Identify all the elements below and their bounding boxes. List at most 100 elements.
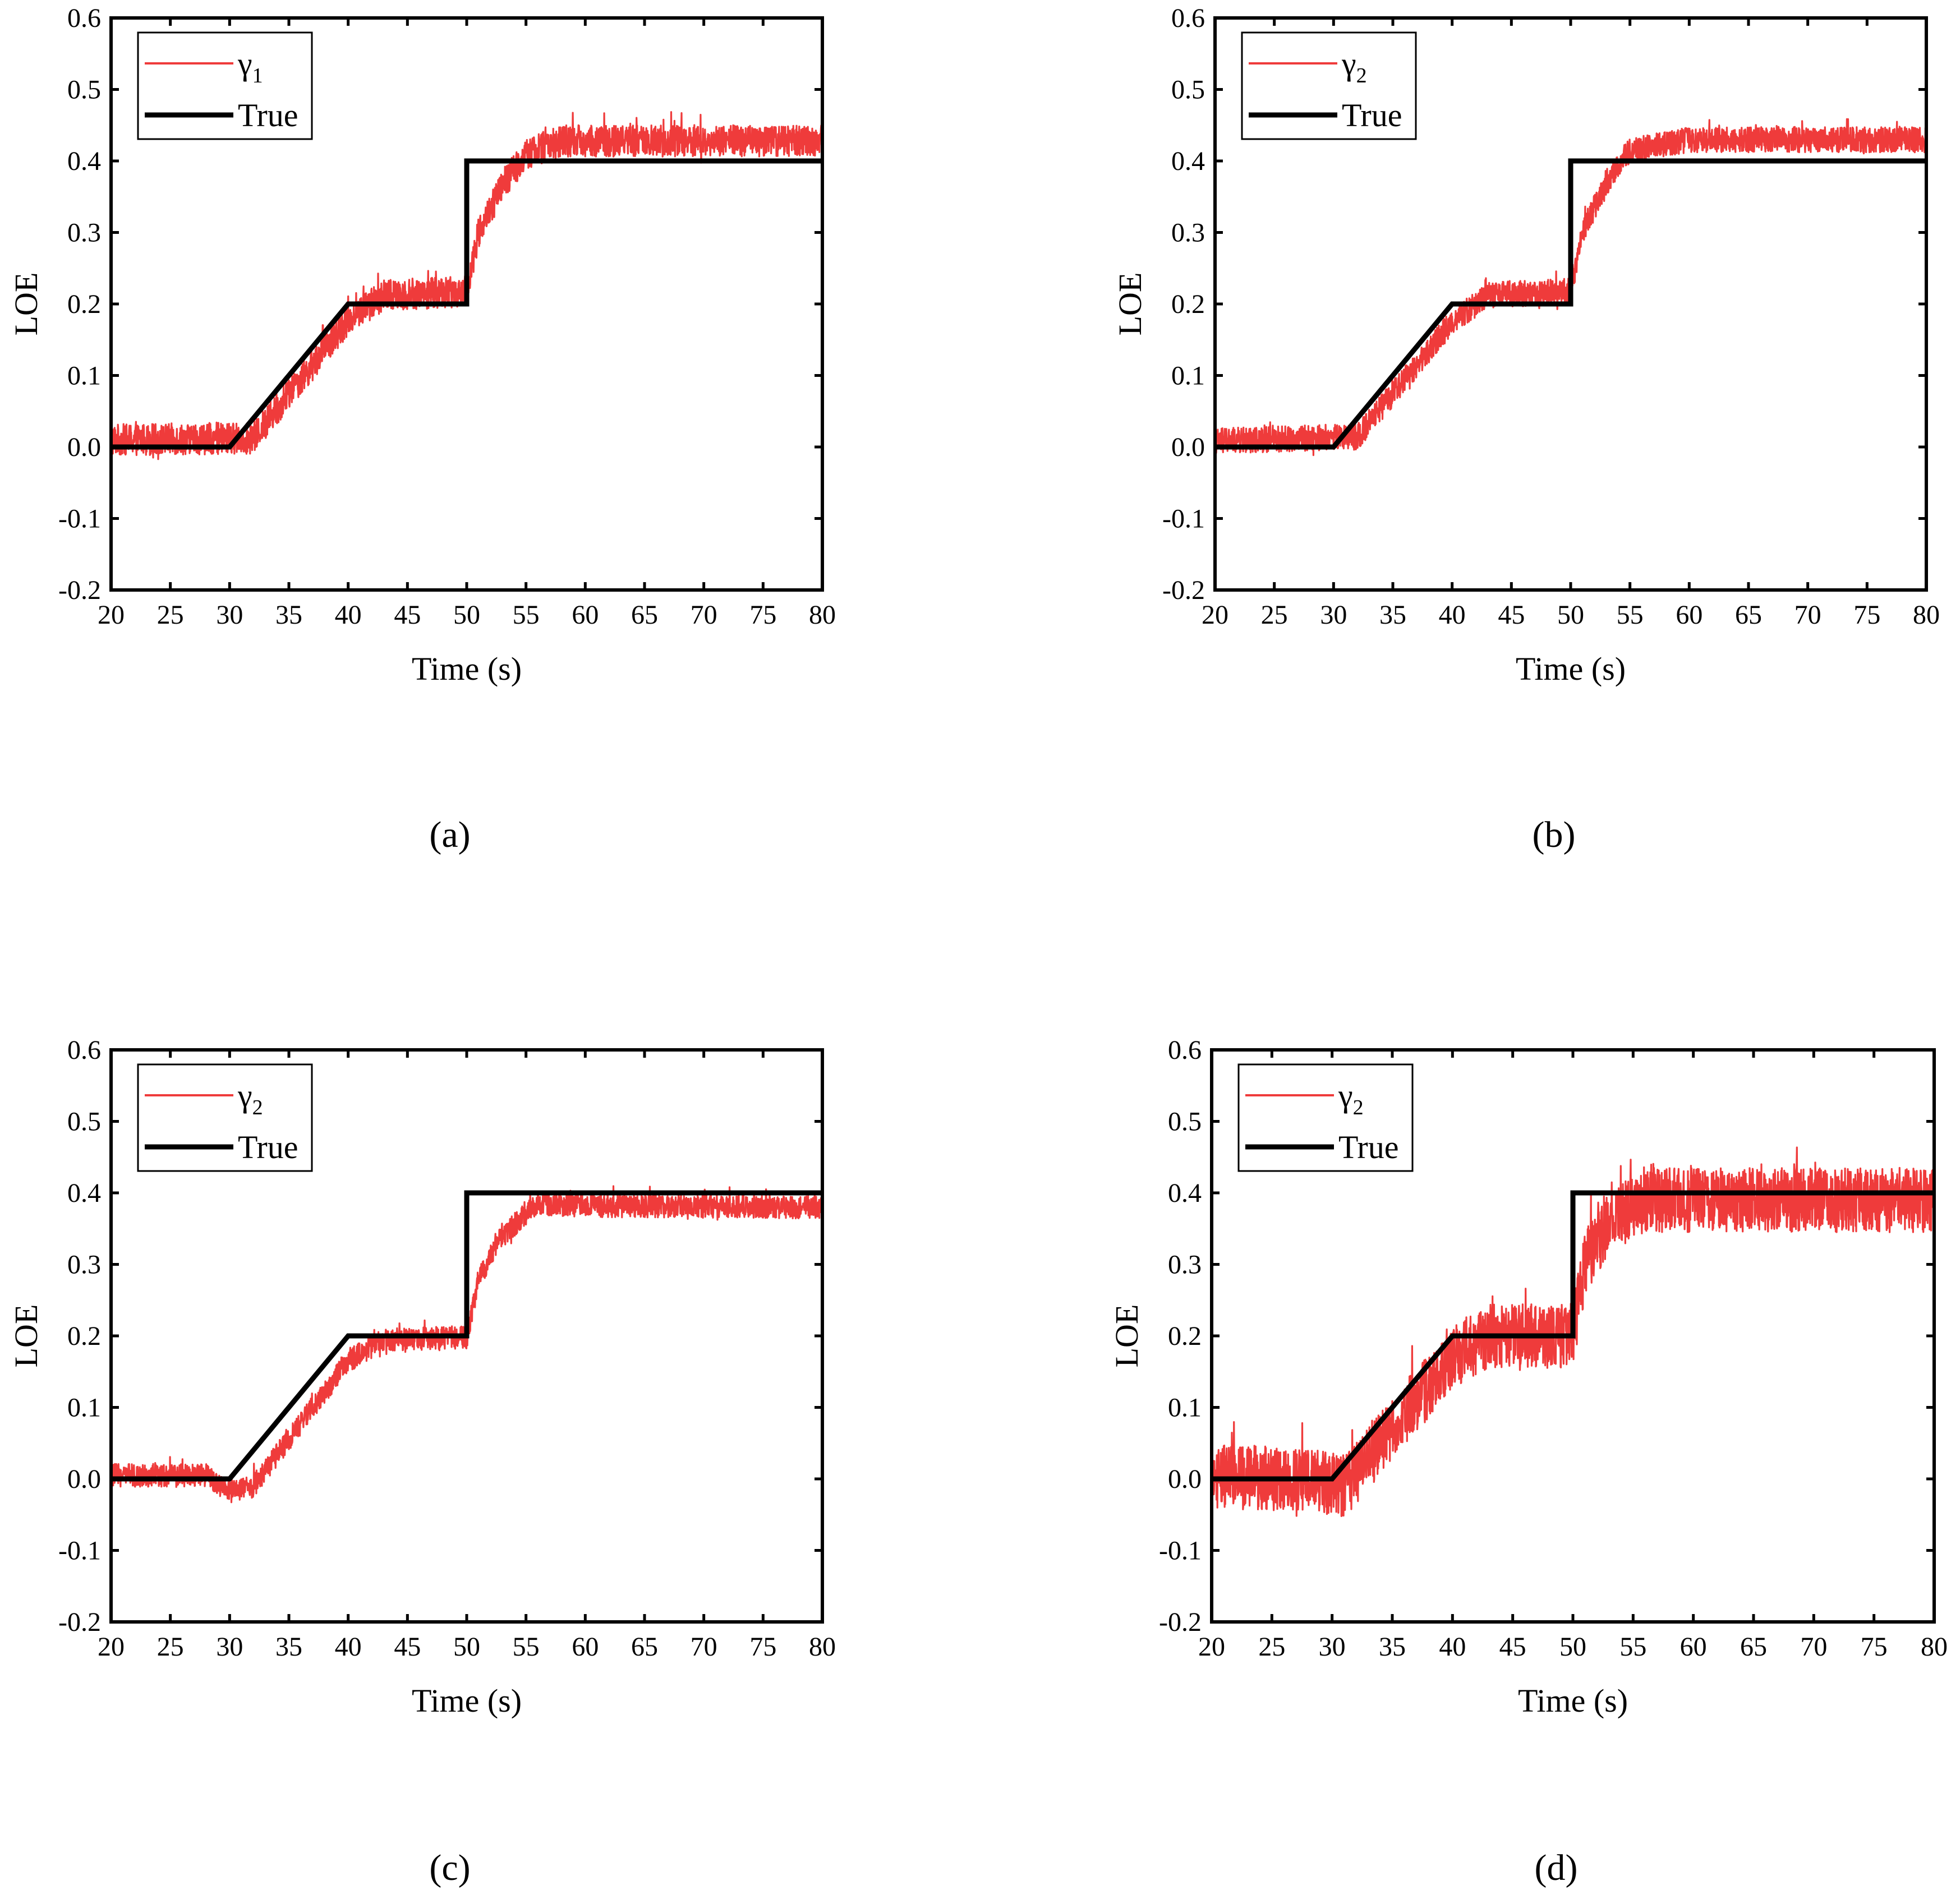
y-axis-label: LOE: [1108, 1304, 1145, 1368]
y-tick-label: -0.2: [1159, 1607, 1202, 1637]
y-tick-label: 0.0: [1168, 1464, 1202, 1494]
y-tick-label: 0.4: [67, 146, 101, 176]
y-tick-label: 0.2: [67, 289, 101, 319]
x-tick-label: 30: [1320, 600, 1347, 630]
y-axis-label: LOE: [8, 1304, 44, 1368]
y-tick-label: 0.1: [67, 1393, 101, 1423]
x-tick-label: 80: [1913, 600, 1940, 630]
x-tick-label: 70: [1794, 600, 1821, 630]
legend: γ2 True: [1237, 1063, 1414, 1172]
x-axis-label: Time (s): [1518, 1682, 1628, 1719]
y-tick-label: 0.6: [67, 3, 101, 33]
x-tick-label: 25: [157, 600, 184, 630]
x-tick-label: 70: [1800, 1632, 1827, 1662]
legend-label: γ2: [1338, 1077, 1364, 1119]
x-tick-label: 70: [691, 600, 717, 630]
x-axis-label: Time (s): [1516, 651, 1626, 687]
x-tick-label: 65: [631, 1632, 658, 1662]
y-tick-label: 0.5: [67, 1107, 101, 1137]
y-tick-label: 0.2: [1171, 289, 1205, 319]
x-tick-label: 45: [394, 600, 421, 630]
series-group: [111, 111, 822, 460]
y-tick-label: 0.5: [1171, 75, 1205, 105]
y-tick-label: 0.3: [67, 1250, 101, 1280]
y-tick-label: 0.6: [67, 1035, 101, 1065]
chart-panel-2: 20 25 30 35 40 45 50 55 60 65 70 75 80 -0.2 -0.1 0.0 0.1…: [1112, 3, 1940, 855]
series-group: [111, 1185, 822, 1504]
legend-box: [137, 31, 313, 140]
x-axis-label: Time (s): [412, 651, 522, 687]
series-group: [1215, 118, 1926, 457]
y-tick-label: 0.3: [1168, 1250, 1202, 1280]
y-axis-label: LOE: [8, 273, 44, 336]
x-tick-label: 65: [1740, 1632, 1767, 1662]
y-tick-label: 0.3: [1171, 218, 1205, 248]
x-tick-label: 60: [572, 1632, 599, 1662]
x-tick-label: 35: [275, 1632, 302, 1662]
x-tick-label: 40: [1439, 600, 1466, 630]
y-tick-label: -0.1: [58, 1536, 101, 1566]
x-tick-label: 25: [1258, 1632, 1285, 1662]
x-tick-label: 55: [513, 600, 540, 630]
x-tick-label: 55: [1617, 600, 1644, 630]
y-tick-label: 0.5: [1168, 1107, 1202, 1137]
x-tick-label: 40: [335, 1632, 362, 1662]
x-tick-label: 60: [1676, 600, 1702, 630]
y-tick-label: 0.1: [67, 361, 101, 391]
y-tick-label: 0.4: [1168, 1178, 1202, 1208]
x-tick-label: 65: [1735, 600, 1762, 630]
x-tick-label: 50: [453, 600, 480, 630]
x-tick-label: 60: [572, 600, 599, 630]
x-tick-label: 30: [216, 600, 243, 630]
y-tick-label: 0.4: [67, 1178, 101, 1208]
x-tick-label: 80: [809, 600, 836, 630]
legend-label: True: [1342, 97, 1402, 133]
y-tick-label: -0.2: [58, 1607, 101, 1637]
x-tick-label: 50: [1557, 600, 1584, 630]
x-tick-label: 75: [749, 600, 776, 630]
y-tick-label: 0.5: [67, 75, 101, 105]
true-series-line: [1212, 1190, 1934, 1482]
y-tick-label: 0.4: [1171, 146, 1205, 176]
x-tick-label: 40: [335, 600, 362, 630]
panel-label: (d): [1535, 1847, 1578, 1888]
true-series-line: [1215, 158, 1926, 450]
y-tick-label: 0.2: [1168, 1321, 1202, 1351]
y-tick-label: 0.0: [67, 1464, 101, 1494]
chart-panel-1: 20 25 30 35 40 45 50 55 60 65 70 75 80 -0.2 -0.1 0.0 0.1…: [8, 3, 836, 855]
panel-label: (b): [1533, 814, 1576, 855]
legend-label: True: [238, 1129, 298, 1165]
legend-box: [1237, 1063, 1414, 1172]
legend-box: [1241, 31, 1417, 140]
y-tick-label: -0.1: [1159, 1536, 1202, 1566]
x-tick-label: 45: [1499, 1632, 1526, 1662]
x-tick-label: 25: [1261, 600, 1288, 630]
legend: γ2 True: [137, 1063, 313, 1172]
x-tick-label: 20: [98, 600, 125, 630]
true-series-line: [111, 1190, 822, 1482]
y-tick-label: 0.6: [1171, 3, 1205, 33]
y-tick-label: 0.3: [67, 218, 101, 248]
y-tick-label: 0.0: [1171, 432, 1205, 462]
x-axis-label: Time (s): [412, 1682, 522, 1719]
y-tick-label: 0.1: [1168, 1393, 1202, 1423]
x-tick-label: 65: [631, 600, 658, 630]
x-tick-label: 70: [691, 1632, 717, 1662]
y-tick-label: -0.2: [58, 575, 101, 605]
legend-label: True: [1338, 1129, 1398, 1165]
x-tick-label: 55: [513, 1632, 540, 1662]
x-tick-label: 20: [1198, 1632, 1225, 1662]
x-tick-label: 50: [453, 1632, 480, 1662]
panel-label: (c): [429, 1847, 470, 1888]
x-tick-label: 45: [394, 1632, 421, 1662]
x-tick-label: 50: [1559, 1632, 1586, 1662]
chart-panel-4: 20 25 30 35 40 45 50 55 60 65 70 75 80 -0.2 -0.1 0.0 0.1…: [1108, 1035, 1948, 1888]
x-tick-label: 75: [1853, 600, 1880, 630]
x-tick-label: 75: [1861, 1632, 1888, 1662]
y-tick-label: 0.1: [1171, 361, 1205, 391]
x-tick-label: 35: [1379, 1632, 1406, 1662]
legend-label: γ2: [237, 1077, 263, 1119]
